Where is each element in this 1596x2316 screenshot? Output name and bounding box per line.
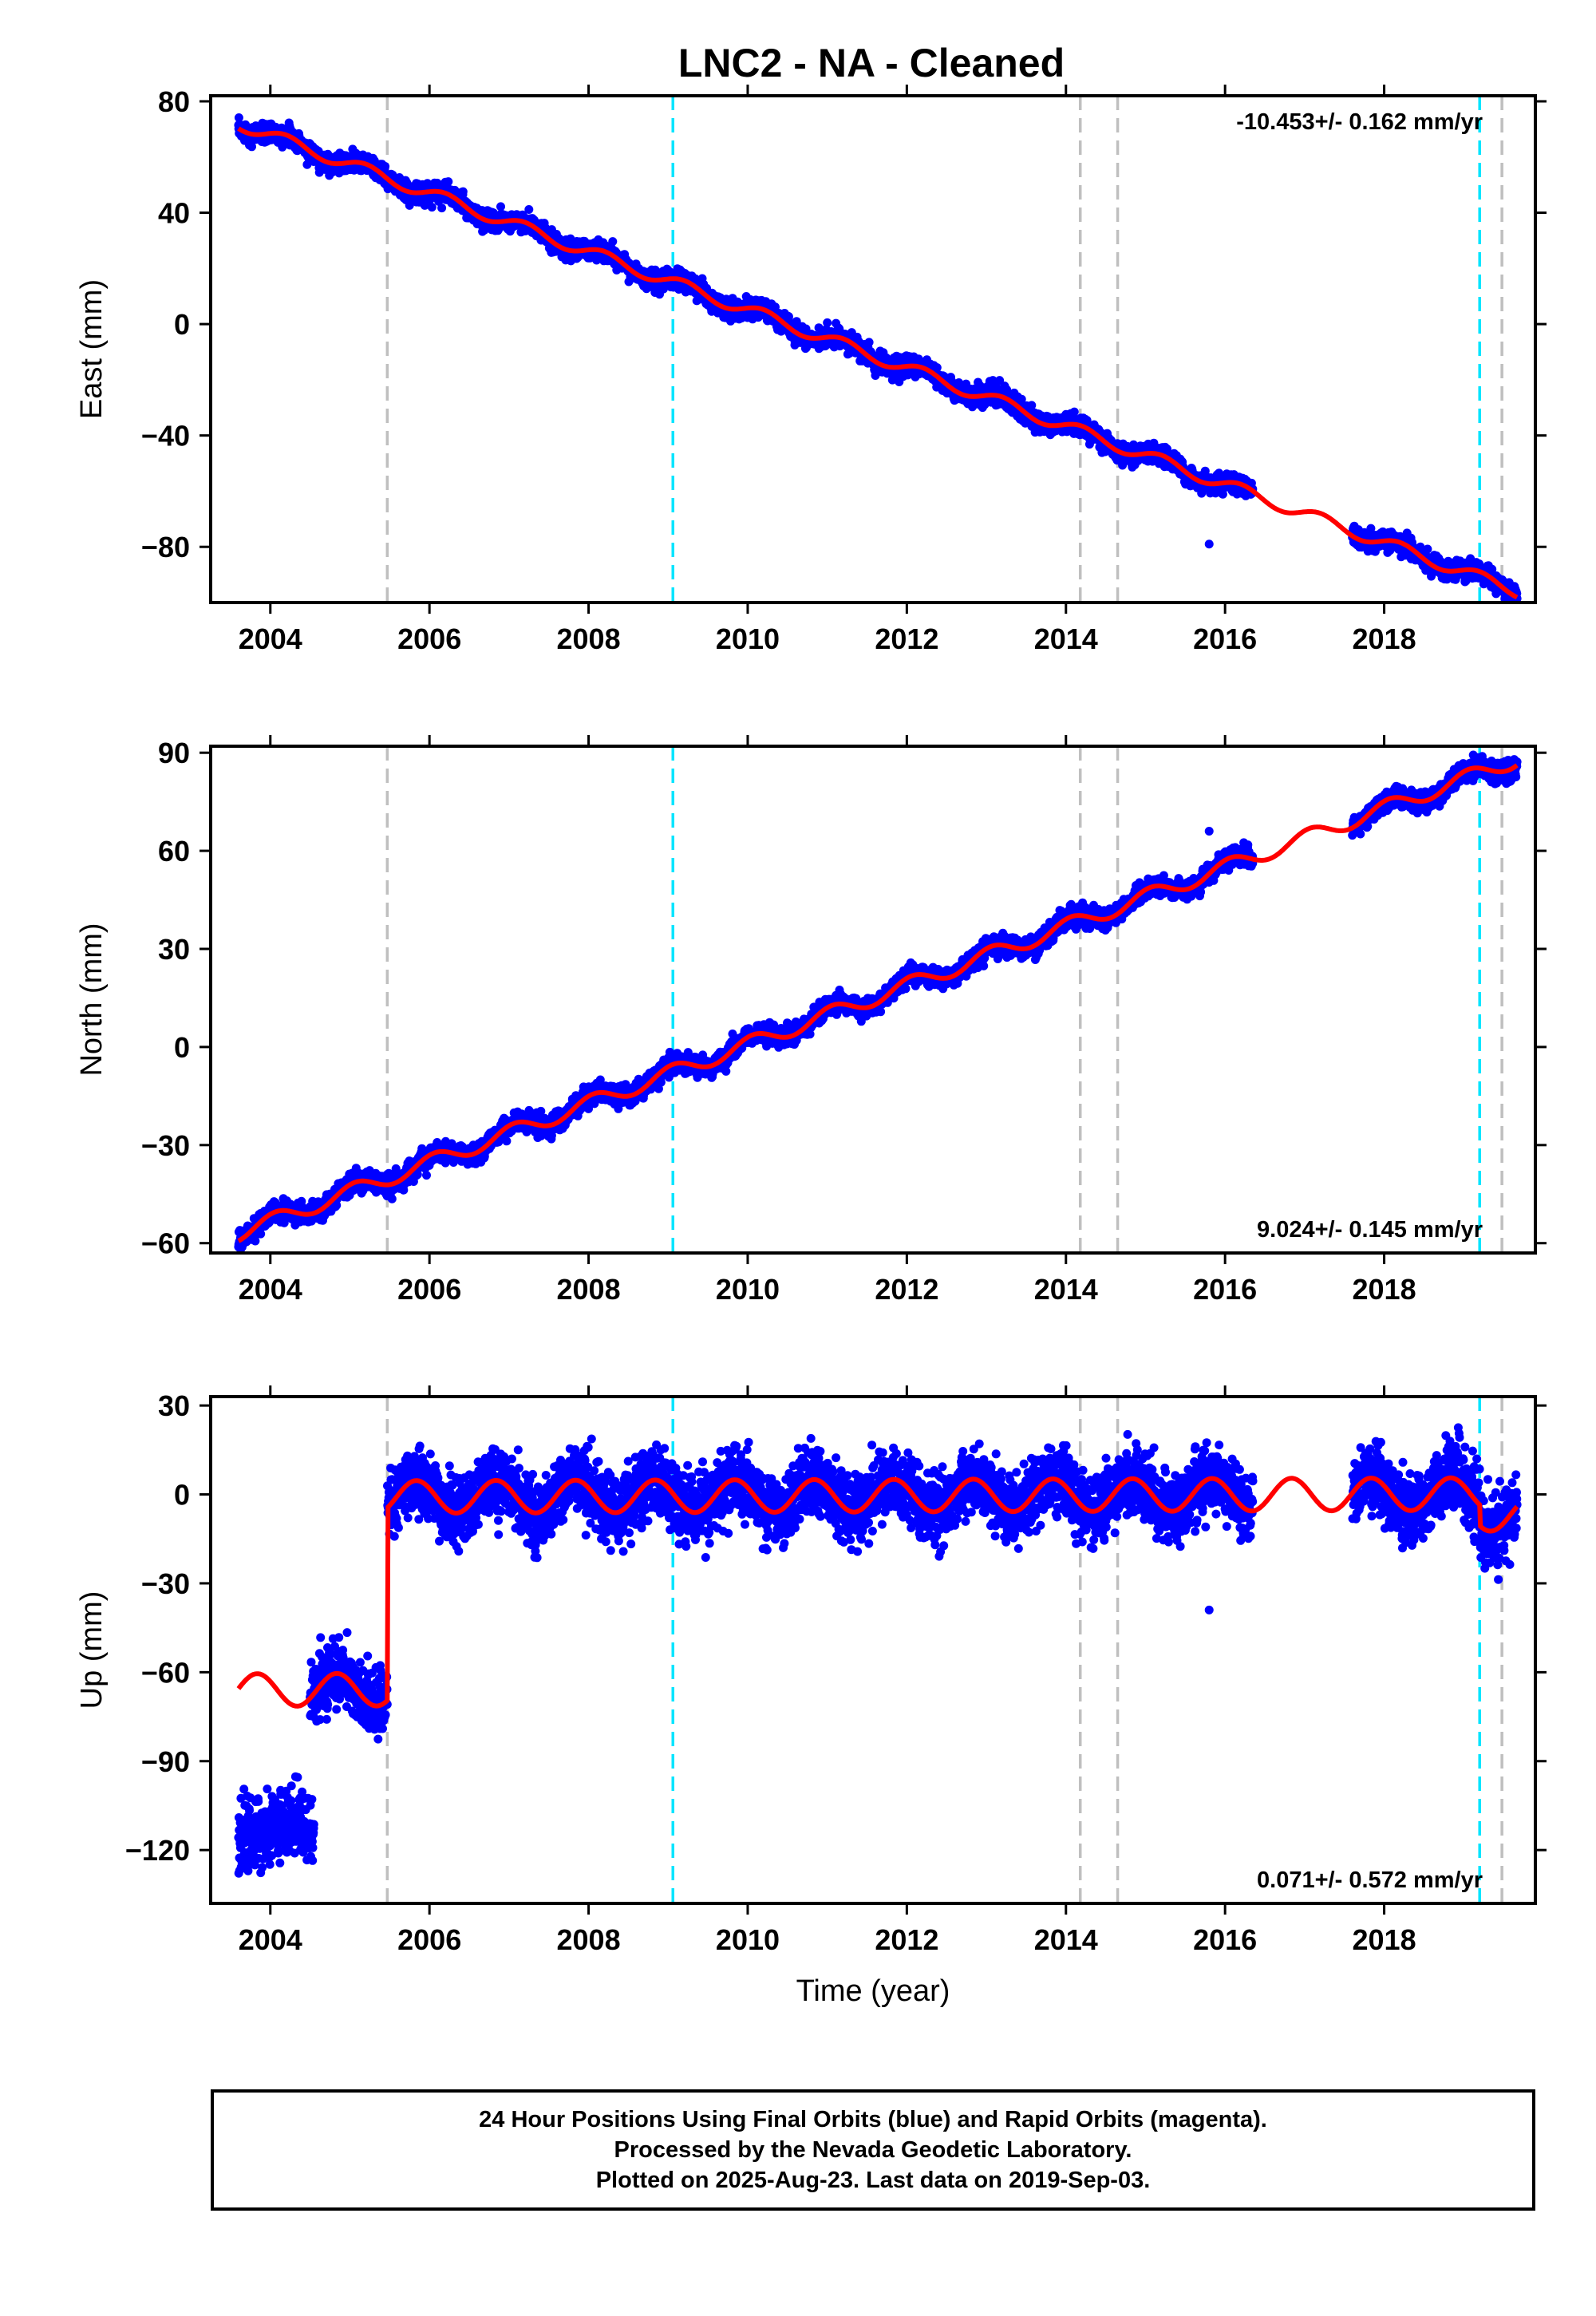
data-point: [784, 312, 793, 322]
data-point: [864, 338, 874, 347]
data-point: [458, 187, 468, 196]
data-point: [932, 363, 942, 373]
data-point: [1027, 401, 1037, 410]
data-point: [381, 162, 390, 171]
data-point: [234, 113, 243, 122]
data-point: [823, 318, 832, 327]
data-point: [1017, 394, 1026, 404]
panel-1: 2004 2006 2008 2010 2012 2014 2016 201880400−40…: [75, 85, 1547, 655]
data-point: [524, 205, 534, 214]
data-point: [437, 204, 447, 213]
data-point: [608, 237, 618, 247]
data-point: [247, 142, 256, 152]
data-point: [1069, 407, 1079, 417]
data-point: [444, 177, 453, 187]
data-point: [1366, 524, 1376, 533]
data-point: [427, 203, 437, 212]
data-point: [995, 376, 1005, 385]
data-point: [420, 200, 429, 210]
data-point: [496, 202, 505, 211]
